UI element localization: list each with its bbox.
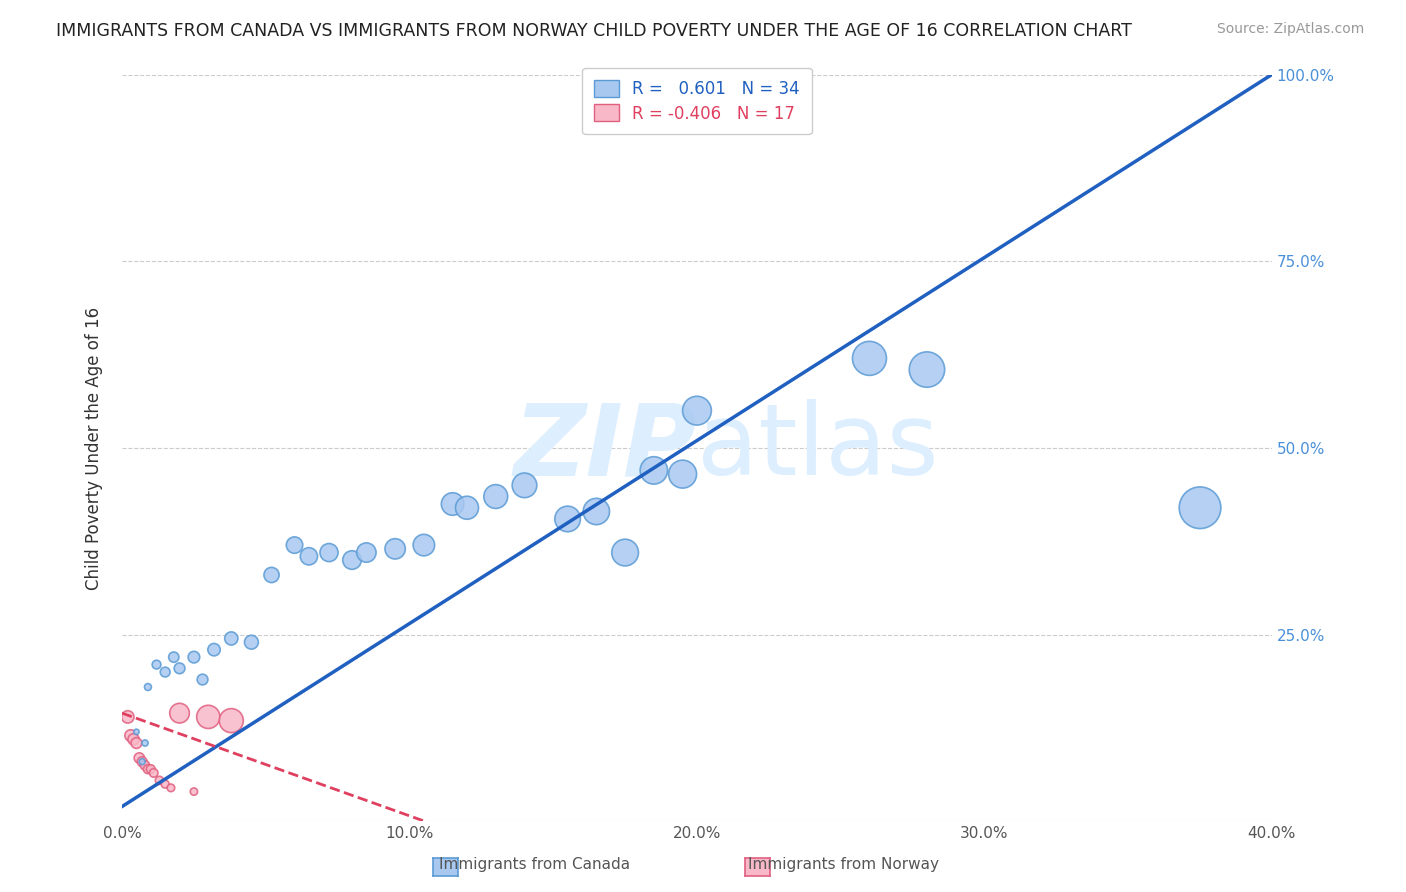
Point bbox=[148, 773, 170, 788]
Point bbox=[686, 403, 709, 417]
Point bbox=[858, 351, 880, 366]
Point bbox=[283, 538, 305, 552]
Text: Immigrants from Norway: Immigrants from Norway bbox=[748, 857, 939, 872]
Point bbox=[356, 545, 378, 559]
Point bbox=[136, 762, 159, 776]
Point bbox=[139, 762, 162, 776]
Point bbox=[557, 512, 579, 526]
Point bbox=[191, 673, 214, 687]
Point bbox=[134, 736, 156, 750]
Point bbox=[614, 545, 637, 559]
Point bbox=[153, 665, 176, 679]
Text: Source: ZipAtlas.com: Source: ZipAtlas.com bbox=[1216, 22, 1364, 37]
Point bbox=[122, 732, 145, 747]
Text: Immigrants from Canada: Immigrants from Canada bbox=[439, 857, 630, 872]
Text: ZIP: ZIP bbox=[515, 400, 697, 497]
Point bbox=[202, 642, 225, 657]
Point bbox=[134, 758, 156, 772]
Point bbox=[340, 553, 363, 567]
Point bbox=[240, 635, 263, 649]
Point bbox=[183, 784, 205, 798]
Text: IMMIGRANTS FROM CANADA VS IMMIGRANTS FROM NORWAY CHILD POVERTY UNDER THE AGE OF : IMMIGRANTS FROM CANADA VS IMMIGRANTS FRO… bbox=[56, 22, 1132, 40]
Point bbox=[125, 736, 148, 750]
Point bbox=[219, 714, 242, 728]
Point bbox=[412, 538, 434, 552]
Y-axis label: Child Poverty Under the Age of 16: Child Poverty Under the Age of 16 bbox=[86, 307, 103, 590]
Point bbox=[318, 545, 340, 559]
Point bbox=[163, 650, 186, 665]
Point bbox=[384, 541, 406, 556]
Point bbox=[131, 755, 153, 769]
Point bbox=[153, 777, 176, 791]
Point bbox=[169, 661, 191, 675]
Point bbox=[585, 504, 607, 518]
Point bbox=[128, 751, 150, 765]
Point bbox=[298, 549, 321, 564]
Point bbox=[120, 729, 142, 743]
Point bbox=[136, 680, 159, 694]
Text: atlas: atlas bbox=[697, 400, 939, 497]
Point bbox=[169, 706, 191, 720]
Point bbox=[1189, 500, 1212, 515]
Point bbox=[197, 710, 219, 724]
Point bbox=[915, 362, 938, 376]
Point bbox=[456, 500, 478, 515]
Point bbox=[145, 657, 167, 672]
Point bbox=[125, 724, 148, 739]
Legend: R =   0.601   N = 34, R = -0.406   N = 17: R = 0.601 N = 34, R = -0.406 N = 17 bbox=[582, 68, 811, 135]
Point bbox=[485, 490, 508, 504]
Point bbox=[142, 765, 165, 780]
Point bbox=[131, 755, 153, 769]
Point bbox=[117, 710, 139, 724]
Point bbox=[260, 568, 283, 582]
Point bbox=[513, 478, 536, 492]
Point bbox=[183, 650, 205, 665]
Point bbox=[671, 467, 693, 482]
Point bbox=[441, 497, 464, 511]
Point bbox=[643, 463, 665, 477]
Point bbox=[219, 632, 242, 646]
Point bbox=[160, 780, 183, 795]
